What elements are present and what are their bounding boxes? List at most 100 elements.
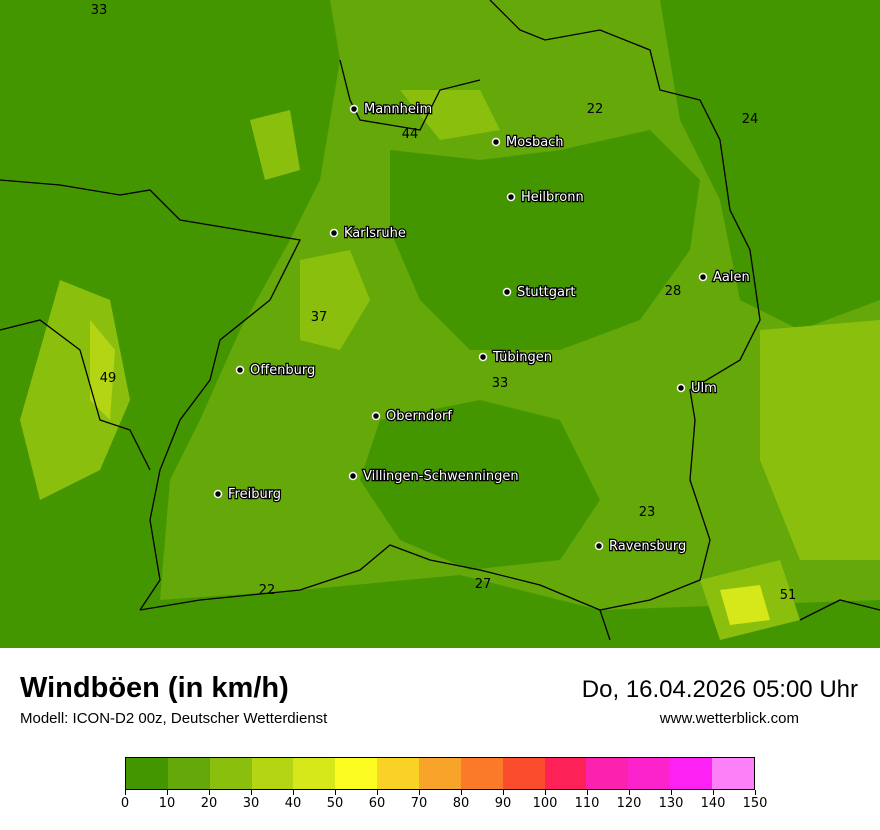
city-label: Mannheim	[364, 102, 432, 117]
legend-tick	[629, 790, 630, 795]
legend-ticks: 0 10 20 30 40 50 60 70 80 90 100 110 120 130 140 150	[121, 790, 767, 830]
legend-tick-label: 20	[200, 796, 218, 811]
gust-value: 49	[100, 371, 117, 386]
city-label: Villingen-Schwenningen	[363, 469, 519, 484]
city-label: Oberndorf	[386, 409, 452, 424]
legend-tick	[419, 790, 420, 795]
city-dot	[348, 471, 358, 481]
borders	[0, 0, 880, 641]
color-legend	[125, 757, 755, 790]
city-dot	[698, 272, 708, 282]
city-dot	[478, 352, 488, 362]
city-dot	[213, 489, 223, 499]
legend-tick	[461, 790, 462, 795]
gust-value: 28	[665, 284, 682, 299]
legend-tick	[377, 790, 378, 795]
city-offenburg: Offenburg	[235, 362, 317, 379]
legend-tick	[335, 790, 336, 795]
legend-tick	[167, 790, 168, 795]
legend-tick	[209, 790, 210, 795]
city-mannheim: Mannheim	[349, 101, 433, 118]
legend-swatch	[209, 758, 252, 789]
legend-tick-label: 60	[368, 796, 386, 811]
gust-value: 24	[742, 112, 759, 127]
legend-tick	[713, 790, 714, 795]
city-ravensburg: Ravensburg	[594, 538, 688, 555]
city-dot	[349, 104, 359, 114]
legend-tick-label: 40	[284, 796, 302, 811]
gust-value: 23	[639, 505, 656, 520]
city-label: Ulm	[691, 381, 717, 396]
legend-swatch	[628, 758, 671, 789]
city-label: Freiburg	[228, 487, 281, 502]
legend-tick	[293, 790, 294, 795]
city-label: Stuttgart	[517, 285, 575, 300]
gust-value: 22	[259, 583, 276, 598]
wind-gust-map: Mannheim Mosbach Heilbronn Karlsruhe Stuttga…	[0, 0, 880, 648]
gust-value: 33	[91, 3, 108, 18]
legend-tick-label: 70	[410, 796, 428, 811]
legend-swatch	[126, 758, 168, 789]
city-dot	[491, 137, 501, 147]
legend-tick-label: 80	[452, 796, 470, 811]
city-oberndorf: Oberndorf	[371, 408, 454, 425]
light-regions	[20, 90, 880, 640]
legend-tick	[755, 790, 756, 795]
gust-value: 22	[587, 102, 604, 117]
city-dot	[329, 228, 339, 238]
legend-swatch	[670, 758, 713, 789]
legend-tick-label: 30	[242, 796, 260, 811]
legend-tick-label: 110	[574, 796, 600, 811]
city-dot	[502, 287, 512, 297]
city-markers: Mannheim Mosbach Heilbronn Karlsruhe Stuttga…	[213, 101, 751, 555]
gust-value: 37	[311, 310, 328, 325]
website-link[interactable]: www.wetterblick.com	[659, 710, 799, 727]
city-ulm: Ulm	[676, 380, 718, 397]
legend-tick-label: 100	[532, 796, 558, 811]
legend-tick	[503, 790, 504, 795]
legend-swatch	[251, 758, 294, 789]
legend-tick	[587, 790, 588, 795]
model-info: Modell: ICON-D2 00z, Deutscher Wetterdie…	[20, 710, 328, 727]
city-stuttgart: Stuttgart	[502, 284, 577, 301]
city-label: Aalen	[713, 270, 750, 285]
legend-swatch	[377, 758, 420, 789]
legend-tick	[125, 790, 126, 795]
legend-swatch	[502, 758, 545, 789]
city-heilbronn: Heilbronn	[506, 189, 585, 206]
city-dot	[676, 383, 686, 393]
city-villingen-schwenningen: Villingen-Schwenningen	[348, 468, 520, 485]
legend-swatch	[419, 758, 461, 789]
city-label: Mosbach	[506, 135, 564, 150]
legend-tick-label: 0	[120, 796, 130, 811]
legend-tick	[671, 790, 672, 795]
city-aalen: Aalen	[698, 269, 751, 286]
legend-swatch	[544, 758, 587, 789]
forecast-datetime: Do, 16.04.2026 05:00 Uhr	[581, 676, 858, 703]
legend-tick-label: 120	[616, 796, 642, 811]
city-mosbach: Mosbach	[491, 134, 565, 151]
city-freiburg: Freiburg	[213, 486, 282, 503]
legend-tick	[545, 790, 546, 795]
legend-tick-label: 50	[326, 796, 344, 811]
gust-value: 27	[475, 577, 492, 592]
city-dot	[371, 411, 381, 421]
city-label: Karlsruhe	[344, 226, 406, 241]
legend-tick-label: 140	[700, 796, 726, 811]
legend-tick-label: 10	[158, 796, 176, 811]
legend-tick-label: 150	[742, 796, 768, 811]
gust-value: 44	[402, 127, 419, 142]
city-dot	[235, 365, 245, 375]
legend-swatch	[293, 758, 336, 789]
city-karlsruhe: Karlsruhe	[329, 225, 407, 242]
city-label: Ravensburg	[609, 539, 686, 554]
city-dot	[506, 192, 516, 202]
city-label: Offenburg	[250, 363, 315, 378]
gust-value: 51	[780, 588, 797, 603]
legend-swatch	[167, 758, 210, 789]
value-labels: 33 44 22 24 28 37 49 33 23 22 27 51	[91, 3, 797, 603]
city-tübingen: Tübingen	[478, 349, 553, 366]
legend-swatch	[586, 758, 629, 789]
map-title: Windböen (in km/h)	[20, 672, 289, 704]
legend-swatch	[335, 758, 378, 789]
